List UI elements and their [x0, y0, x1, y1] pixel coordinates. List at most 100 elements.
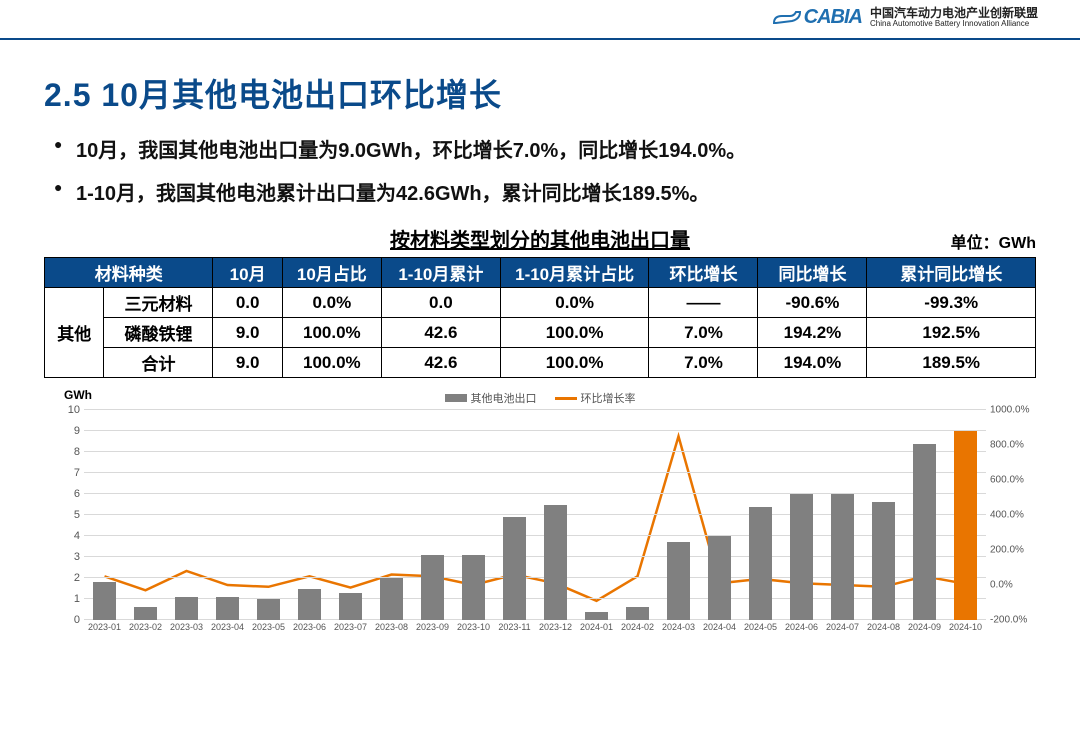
bar	[544, 505, 567, 621]
col-header: 10月占比	[282, 258, 381, 288]
page-title: 2.5 10月其他电池出口环比增长	[44, 70, 1036, 116]
bar	[749, 507, 772, 620]
cell: 189.5%	[867, 348, 1036, 378]
bar	[585, 612, 608, 620]
brand-name-cn: 中国汽车动力电池产业创新联盟	[870, 7, 1038, 20]
y-axis-right: -200.0%0.0%200.0%400.0%600.0%800.0%1000.…	[986, 410, 1036, 620]
brand-block: CABIA 中国汽车动力电池产业创新联盟 China Automotive Ba…	[772, 6, 1038, 29]
x-tick-label: 2024-01	[580, 622, 613, 632]
cell: ——	[649, 288, 758, 318]
bullet-item: 1-10月，我国其他电池累计出口量为42.6GWh，累计同比增长189.5%。	[54, 177, 1036, 206]
x-tick-label: 2023-01	[88, 622, 121, 632]
col-header: 10月	[213, 258, 282, 288]
table-header-row: 材料种类 10月 10月占比 1-10月累计 1-10月累计占比 环比增长 同比…	[45, 258, 1036, 288]
bar	[134, 607, 157, 620]
cell: 42.6	[381, 348, 500, 378]
cell: 7.0%	[649, 348, 758, 378]
cell: 100.0%	[282, 318, 381, 348]
cell: -90.6%	[758, 288, 867, 318]
bar	[503, 517, 526, 620]
combo-chart: GWh 其他电池出口 环比增长率 012345678910 -200.0%0.0…	[44, 388, 1036, 648]
chart-y-unit: GWh	[64, 388, 92, 402]
bar	[913, 444, 936, 620]
cell: 0.0	[213, 288, 282, 318]
col-header: 同比增长	[758, 258, 867, 288]
x-tick-label: 2023-02	[129, 622, 162, 632]
bar	[380, 578, 403, 620]
cell: 0.0%	[282, 288, 381, 318]
x-tick-label: 2023-05	[252, 622, 285, 632]
bar	[93, 582, 116, 620]
col-header: 1-10月累计占比	[500, 258, 649, 288]
row-group-label: 其他	[45, 288, 104, 378]
plot-area	[84, 410, 986, 620]
car-icon	[772, 9, 802, 27]
col-header: 1-10月累计	[381, 258, 500, 288]
bar	[954, 431, 977, 620]
bar	[831, 494, 854, 620]
bar	[339, 593, 362, 620]
cell: 0.0	[381, 288, 500, 318]
col-header: 材料种类	[45, 258, 213, 288]
cell: 9.0	[213, 348, 282, 378]
cell: 192.5%	[867, 318, 1036, 348]
y-axis-left: 012345678910	[44, 410, 84, 620]
bar	[462, 555, 485, 620]
x-tick-label: 2024-02	[621, 622, 654, 632]
bullet-list: 10月，我国其他电池出口量为9.0GWh，环比增长7.0%，同比增长194.0%…	[44, 134, 1036, 206]
cell: 100.0%	[282, 348, 381, 378]
bar	[708, 536, 731, 620]
x-tick-label: 2023-12	[539, 622, 572, 632]
cell: 194.0%	[758, 348, 867, 378]
cell: 0.0%	[500, 288, 649, 318]
x-tick-label: 2024-03	[662, 622, 695, 632]
brand-name-en: China Automotive Battery Innovation Alli…	[870, 20, 1038, 28]
col-header: 累计同比增长	[867, 258, 1036, 288]
cell: 磷酸铁锂	[104, 318, 213, 348]
x-tick-label: 2023-11	[498, 622, 530, 632]
cell: 100.0%	[500, 348, 649, 378]
x-tick-label: 2024-09	[908, 622, 941, 632]
bar	[872, 502, 895, 620]
x-tick-label: 2024-08	[867, 622, 900, 632]
bar	[421, 555, 444, 620]
col-header: 环比增长	[649, 258, 758, 288]
table-row: 磷酸铁锂 9.0 100.0% 42.6 100.0% 7.0% 194.2% …	[45, 318, 1036, 348]
bar	[175, 597, 198, 620]
unit-label: 单位：GWh	[951, 229, 1036, 253]
bar	[790, 494, 813, 620]
cell: 三元材料	[104, 288, 213, 318]
bar	[298, 589, 321, 621]
x-tick-label: 2024-04	[703, 622, 736, 632]
cell: 9.0	[213, 318, 282, 348]
x-tick-label: 2023-08	[375, 622, 408, 632]
bar	[626, 607, 649, 620]
table-row: 其他 三元材料 0.0 0.0% 0.0 0.0% —— -90.6% -99.…	[45, 288, 1036, 318]
x-tick-label: 2024-10	[949, 622, 982, 632]
bar	[257, 599, 280, 620]
x-tick-label: 2023-07	[334, 622, 367, 632]
cell: 42.6	[381, 318, 500, 348]
cell: 100.0%	[500, 318, 649, 348]
brand-logo: CABIA	[772, 6, 862, 29]
x-tick-label: 2024-05	[744, 622, 777, 632]
x-tick-label: 2024-06	[785, 622, 818, 632]
x-tick-label: 2023-04	[211, 622, 244, 632]
x-tick-label: 2024-07	[826, 622, 859, 632]
table-row: 合计 9.0 100.0% 42.6 100.0% 7.0% 194.0% 18…	[45, 348, 1036, 378]
x-axis: 2023-012023-022023-032023-042023-052023-…	[84, 622, 986, 638]
line-swatch-icon	[555, 397, 577, 400]
top-bar: CABIA 中国汽车动力电池产业创新联盟 China Automotive Ba…	[0, 0, 1080, 40]
x-tick-label: 2023-06	[293, 622, 326, 632]
x-tick-label: 2023-10	[457, 622, 490, 632]
legend-bar-label: 其他电池出口	[471, 390, 537, 406]
bar	[216, 597, 239, 620]
cell: 7.0%	[649, 318, 758, 348]
brand-acronym: CABIA	[804, 6, 862, 29]
cell: -99.3%	[867, 288, 1036, 318]
legend-line-label: 环比增长率	[581, 390, 636, 406]
x-tick-label: 2023-09	[416, 622, 449, 632]
table-title: 按材料类型划分的其他电池出口量	[44, 224, 1036, 253]
bar	[667, 542, 690, 620]
bar-swatch-icon	[445, 394, 467, 402]
